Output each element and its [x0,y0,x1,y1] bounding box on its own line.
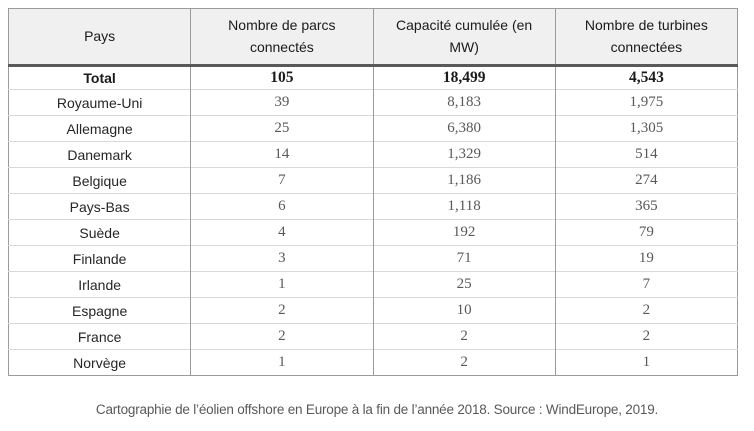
value-cell: 1,186 [372,167,556,194]
country-cell: Finlande [8,245,191,272]
value-cell: 19 [554,245,738,272]
value-cell: 1 [190,271,373,298]
table-row: Pays-Bas 6 1,118 365 [8,193,738,220]
value-cell: 105 [190,65,373,90]
table-row: Irlande 1 25 7 [8,271,738,298]
table-row: Espagne 2 10 2 [8,297,738,324]
value-cell: 4,543 [554,65,738,90]
country-cell: Danemark [8,141,191,168]
table-row: Royaume-Uni 39 8,183 1,975 [8,89,738,116]
table-row: Belgique 7 1,186 274 [8,167,738,194]
offshore-wind-table: Pays Nombre de parcs connectés Capacité cu… [8,8,738,376]
value-cell: 79 [554,219,738,246]
country-cell: Belgique [8,167,191,194]
value-cell: 71 [372,245,556,272]
table-caption: Cartographie de l’éolien offshore en Eur… [95,402,659,417]
country-cell: Allemagne [8,115,191,142]
value-cell: 2 [190,297,373,324]
country-cell: Total [83,70,116,86]
table-row: Norvège 1 2 1 [8,349,738,376]
column-header: Capacité cumulée (en MW) [372,8,556,67]
table-header-row: Pays Nombre de parcs connectés Capacité cu… [8,8,738,67]
table-row: France 2 2 2 [8,323,738,350]
value-cell: 8,183 [372,89,556,116]
value-cell: 1 [190,349,373,376]
country-cell: France [8,323,191,350]
value-cell: 2 [554,323,738,350]
value-cell: 25 [190,115,373,142]
value-cell: 192 [372,219,556,246]
value-cell: 7 [190,167,373,194]
value-cell: 1,118 [372,193,556,220]
value-cell: 1,329 [372,141,556,168]
value-cell: 365 [554,193,738,220]
value-cell: 39 [190,89,373,116]
value-cell: 1 [554,349,738,376]
value-cell: 18,499 [372,65,556,90]
value-cell: 2 [554,297,738,324]
value-cell: 3 [190,245,373,272]
country-cell: Suède [8,219,191,246]
value-cell: 6 [190,193,373,220]
total-row: Total 105 18,499 4,543 [9,65,738,90]
value-cell: 2 [372,349,556,376]
table-row: Suède 4 192 79 [8,219,738,246]
value-cell: 25 [372,271,556,298]
column-header: Nombre de parcs connectés [190,8,373,67]
value-cell: 274 [554,167,738,194]
table-row: Finlande 3 71 19 [8,245,738,272]
country-cell: Norvège [8,349,191,376]
value-cell: 4 [190,219,373,246]
value-cell: 1,975 [554,89,738,116]
country-cell: Royaume-Uni [8,89,191,116]
value-cell: 2 [190,323,373,350]
value-cell: 1,305 [554,115,738,142]
table-row: Allemagne 25 6,380 1,305 [8,115,738,142]
country-cell: Irlande [8,271,191,298]
value-cell: 2 [372,323,556,350]
table-body: Total 105 18,499 4,543 Royaume-Uni 39 8,183 1,9… [8,65,738,376]
country-cell: Espagne [8,297,191,324]
table-row: Danemark 14 1,329 514 [8,141,738,168]
column-header: Nombre de turbines connectées [554,8,738,67]
value-cell: 6,380 [372,115,556,142]
value-cell: 14 [190,141,373,168]
value-cell: 7 [554,271,738,298]
value-cell: 10 [372,297,556,324]
country-cell: Pays-Bas [8,193,191,220]
column-header: Pays [8,8,191,67]
offshore-wind-table-container: Pays Nombre de parcs connectés Capacité cu… [8,8,738,376]
value-cell: 514 [554,141,738,168]
